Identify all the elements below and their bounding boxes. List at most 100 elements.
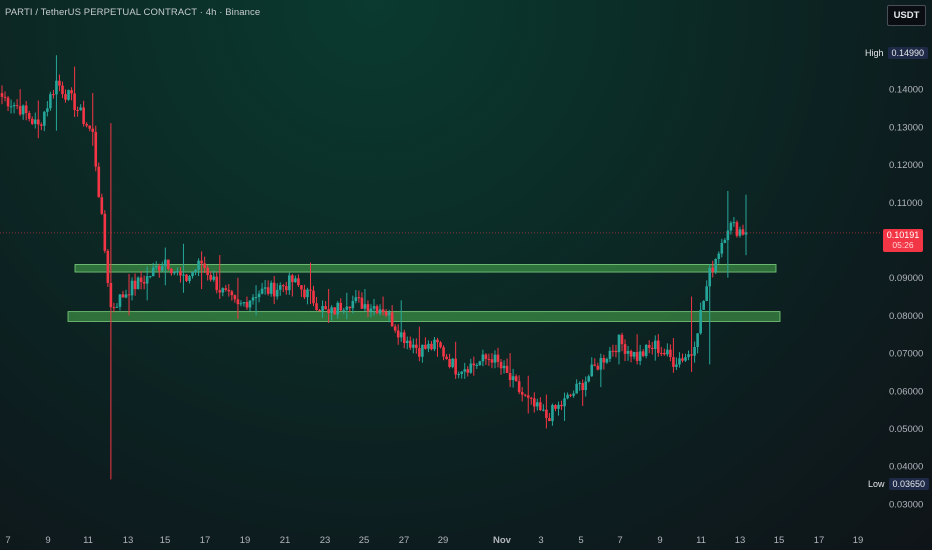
candle-body — [269, 282, 273, 294]
candle-body — [263, 287, 267, 289]
time-tick: 25 — [359, 535, 370, 546]
candle-body — [566, 394, 569, 399]
candle-body — [369, 308, 373, 312]
candle-body — [387, 312, 391, 316]
candle-body — [106, 250, 110, 283]
candle-body — [49, 94, 52, 109]
candle-body — [191, 272, 194, 277]
candle-body — [563, 398, 566, 407]
price-tick: 0.12000 — [889, 160, 923, 171]
candle-body — [245, 302, 249, 308]
candle-body — [678, 358, 681, 365]
candle-body — [714, 259, 718, 272]
candle-body — [741, 229, 745, 235]
candle-body — [133, 280, 137, 290]
candle-body — [675, 364, 678, 367]
symbol-title[interactable]: PARTI / TetherUS PERPETUAL CONTRACT · 4h… — [5, 7, 261, 18]
candle-body — [9, 106, 13, 108]
candle-body — [436, 339, 439, 343]
price-tick: 0.05000 — [889, 424, 923, 435]
price-tick: 0.08000 — [889, 311, 923, 322]
candle-body — [151, 267, 155, 277]
candle-body — [569, 394, 572, 396]
candle-body — [85, 124, 88, 126]
candle-body — [6, 97, 10, 107]
candle-body — [641, 351, 645, 357]
candle-body — [602, 357, 606, 363]
candle-body — [46, 108, 49, 112]
candle-body — [702, 300, 705, 310]
candle-body — [176, 271, 179, 273]
candle-body — [469, 363, 473, 373]
candle-body — [502, 365, 506, 369]
candle-body — [399, 332, 403, 338]
price-scale: 0.140000.130000.120000.110000.100000.090… — [889, 85, 923, 511]
candle-body — [442, 347, 445, 357]
time-tick: 23 — [320, 535, 331, 546]
candle-body — [360, 297, 364, 309]
time-tick: 9 — [45, 535, 50, 546]
candle-body — [203, 263, 206, 268]
candle-body — [463, 369, 467, 372]
candle-body — [720, 242, 724, 254]
candle-body — [145, 276, 149, 284]
candle-body — [578, 383, 581, 385]
price-tick: 0.11000 — [889, 198, 923, 209]
candle-body — [342, 309, 346, 311]
candle-body — [430, 343, 433, 350]
candle-body — [275, 289, 279, 297]
candle-body — [372, 306, 376, 309]
candle-body — [94, 131, 98, 167]
candle-body — [18, 106, 22, 115]
candle-body — [632, 351, 636, 357]
candle-body — [708, 267, 712, 287]
candle-body — [620, 334, 624, 345]
candle-body — [466, 369, 470, 373]
time-tick: 5 — [578, 535, 583, 546]
candle-body — [127, 294, 131, 296]
candle-body — [118, 294, 122, 307]
candle-body — [136, 277, 140, 290]
candle-body — [167, 259, 170, 269]
low-label: Low — [868, 479, 885, 489]
candle-body — [303, 289, 306, 298]
high-label: High — [865, 48, 884, 58]
candle-body — [735, 222, 739, 236]
candle-body — [348, 306, 352, 309]
candle-body — [532, 398, 536, 407]
low-value: 0.03650 — [888, 478, 930, 490]
candle-body — [12, 105, 16, 107]
candle-body — [130, 280, 134, 296]
candle-body — [248, 300, 252, 308]
candle-body — [448, 358, 451, 368]
candle-body — [378, 309, 382, 314]
zone-rect[interactable] — [67, 311, 781, 322]
candle-body — [58, 80, 61, 86]
candle-body — [182, 274, 185, 276]
candle-body — [611, 350, 615, 352]
candle-body — [43, 111, 46, 126]
candle-body — [188, 276, 191, 281]
candle-body — [484, 354, 488, 359]
candles — [0, 55, 748, 480]
candle-body — [160, 266, 164, 271]
candle-body — [514, 376, 518, 382]
last-price-tag: 0.10191 05:26 — [883, 229, 923, 252]
candle-body — [0, 93, 4, 97]
candle-body — [647, 345, 651, 348]
candle-body — [218, 290, 222, 293]
candle-body — [596, 365, 600, 370]
candle-body — [266, 287, 270, 294]
zone-rect[interactable] — [74, 264, 777, 273]
candle-body — [351, 301, 355, 309]
candle-body — [64, 94, 67, 100]
candle-body — [508, 373, 512, 381]
price-tick: 0.06000 — [889, 386, 923, 397]
candle-body — [82, 107, 85, 125]
candle-body — [366, 304, 370, 312]
candle-body — [412, 344, 415, 348]
currency-button[interactable]: USDT — [887, 5, 926, 26]
candle-body — [451, 358, 454, 368]
